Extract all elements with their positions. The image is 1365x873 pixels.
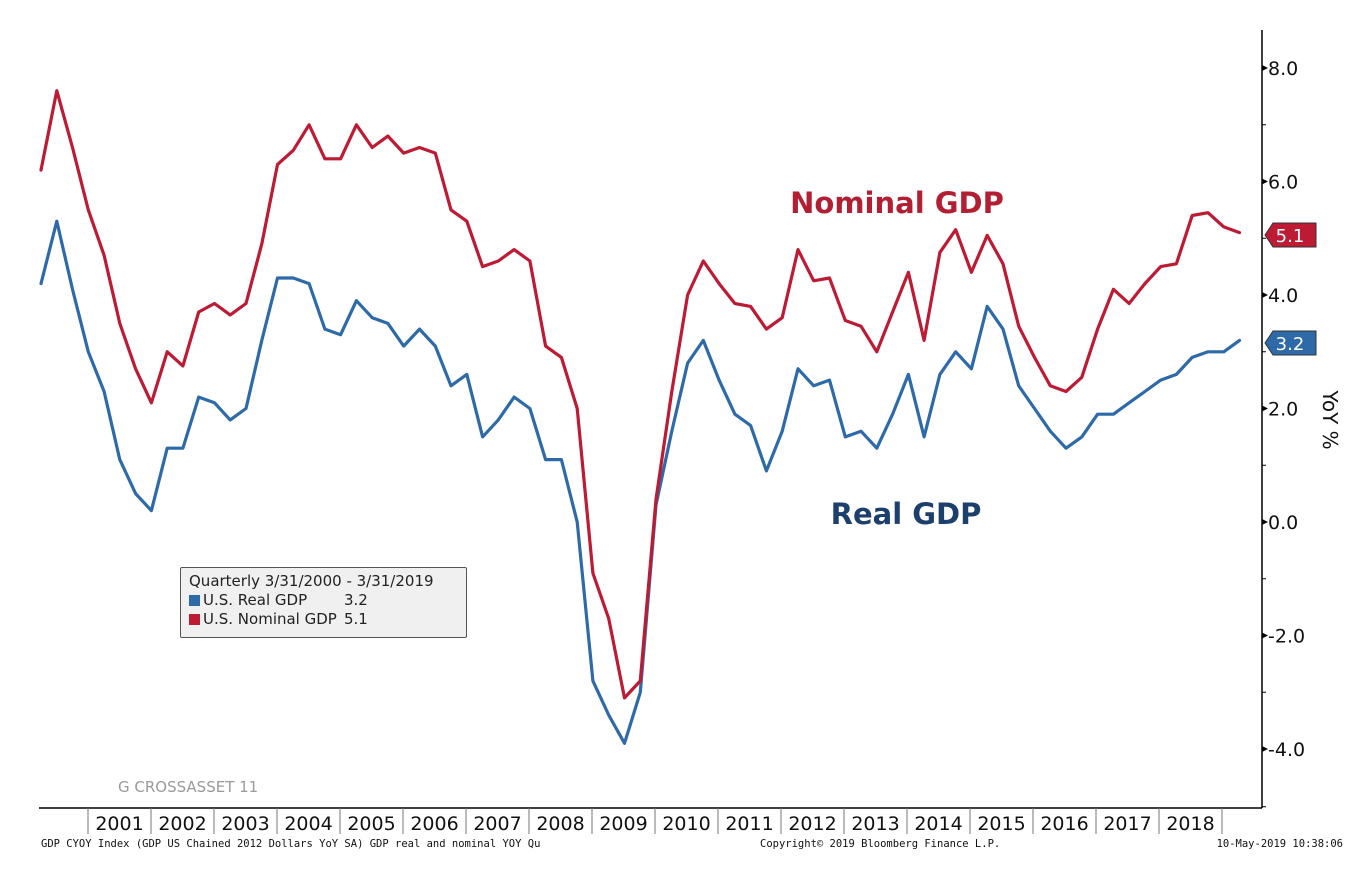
x-tick-label: 2003 <box>221 813 269 835</box>
y-tick-mark <box>1262 65 1268 71</box>
x-tick-label: 2011 <box>725 813 773 835</box>
x-tick-label: 2016 <box>1040 813 1088 835</box>
x-tick-label: 2010 <box>662 813 710 835</box>
x-tick-label: 2004 <box>284 813 332 835</box>
x-ticks: 2001 2002 2003 2004 2005 2006 2007 2008 2009 2010… <box>87 808 1223 835</box>
y-tick-mark <box>1262 405 1268 412</box>
legend-item-real: U.S. Real GDP 3.2 <box>189 591 458 610</box>
annotation-real-gdp: Real GDP <box>831 497 982 531</box>
chart-id-watermark: G CROSSASSET 11 <box>118 778 258 796</box>
x-tick-label: 2008 <box>536 813 584 835</box>
x-tick-label: 2006 <box>410 813 458 835</box>
y-tick-label: -2.0 <box>1268 626 1305 648</box>
x-tick-label: 2005 <box>347 813 395 835</box>
legend-header: Quarterly 3/31/2000 - 3/31/2019 <box>189 572 434 590</box>
y-tick-label: 2.0 <box>1268 399 1298 421</box>
x-tick-label: 2001 <box>95 813 143 835</box>
y-tick-mark <box>1262 632 1268 639</box>
series-group <box>39 89 1242 745</box>
y-tick-label: 0.0 <box>1268 512 1298 534</box>
x-tick-label: 2017 <box>1103 813 1151 835</box>
legend-value-real: 3.2 <box>344 591 368 609</box>
annotation-nominal-gdp: Nominal GDP <box>790 186 1004 220</box>
y-tick-label: 6.0 <box>1268 172 1298 194</box>
legend-value-nominal: 5.1 <box>344 610 368 628</box>
y-ticks: 8.0 6.0 4.0 2.0 0.0 -2.0 -4.0 <box>1262 58 1305 808</box>
x-tick-label: 2002 <box>158 813 206 835</box>
legend-swatch-real <box>189 595 200 606</box>
y-tick-mark <box>1262 746 1268 752</box>
y-tick-mark <box>1262 292 1268 298</box>
y-tick-mark <box>1262 178 1268 185</box>
x-tick-label: 2018 <box>1166 813 1214 835</box>
y-tick-mark <box>1262 519 1268 525</box>
y-axis-label: YoY % <box>1318 389 1342 449</box>
y-tick-label: -4.0 <box>1268 739 1305 761</box>
legend-label-nominal: U.S. Nominal GDP <box>203 610 337 628</box>
legend-swatch-nominal <box>189 614 200 625</box>
badge-real-shape <box>1264 330 1317 356</box>
y-tick-label: 8.0 <box>1268 58 1298 80</box>
footer-copyright: Copyright© 2019 Bloomberg Finance L.P. <box>760 838 1000 850</box>
badge-nominal-value: 5.1 <box>1276 226 1305 247</box>
y-tick-label: 4.0 <box>1268 285 1298 307</box>
x-tick-label: 2013 <box>851 813 899 835</box>
x-tick-label: 2009 <box>599 813 647 835</box>
last-value-badge-real: 3.2 <box>1264 330 1317 356</box>
legend-label-real: U.S. Real GDP <box>203 591 308 609</box>
badge-nominal-shape <box>1264 222 1317 248</box>
axes <box>39 30 1263 809</box>
footer-source: GDP CYOY Index (GDP US Chained 2012 Doll… <box>41 838 540 850</box>
legend-box: Quarterly 3/31/2000 - 3/31/2019 U.S. Rea… <box>180 567 467 638</box>
x-tick-label: 2015 <box>977 813 1025 835</box>
x-tick-label: 2007 <box>473 813 521 835</box>
legend-item-nominal: U.S. Nominal GDP 5.1 <box>189 610 458 629</box>
x-tick-label: 2014 <box>914 813 962 835</box>
badge-real-value: 3.2 <box>1276 334 1305 355</box>
last-value-badge-nominal: 5.1 <box>1264 222 1317 248</box>
x-tick-label: 2012 <box>788 813 836 835</box>
footer-timestamp: 10-May-2019 10:38:06 <box>1217 838 1343 850</box>
